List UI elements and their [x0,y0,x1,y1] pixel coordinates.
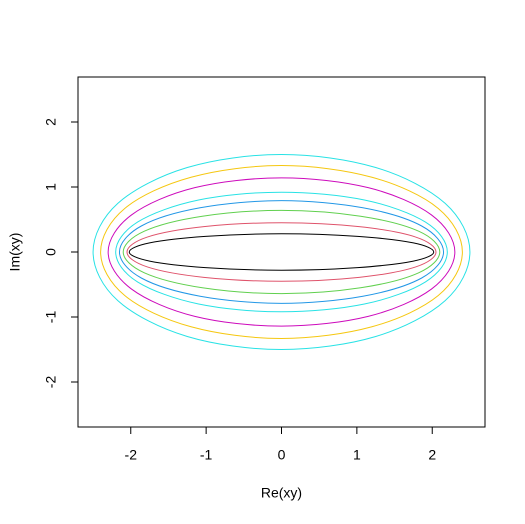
x-tick-label: -1 [200,447,213,463]
y-tick-label: -2 [43,376,59,389]
plot-box [77,76,486,428]
x-tick-label: 2 [428,447,436,463]
y-axis-label: Im(xy) [7,233,23,272]
curve [100,165,463,339]
x-axis-label: Re(xy) [261,485,302,501]
curve [126,222,437,282]
x-tick-label: 0 [278,447,286,463]
curve [122,209,441,295]
x-tick-label: -2 [125,447,138,463]
y-tick-label: 1 [43,183,59,191]
curve [128,233,435,271]
y-tick-label: -1 [43,311,59,324]
y-tick-label: 2 [43,118,59,126]
curve [92,153,471,351]
x-tick-label: 1 [353,447,361,463]
curve [107,177,456,327]
curve [115,191,448,313]
curve [118,200,445,304]
y-tick-label: 0 [43,248,59,256]
